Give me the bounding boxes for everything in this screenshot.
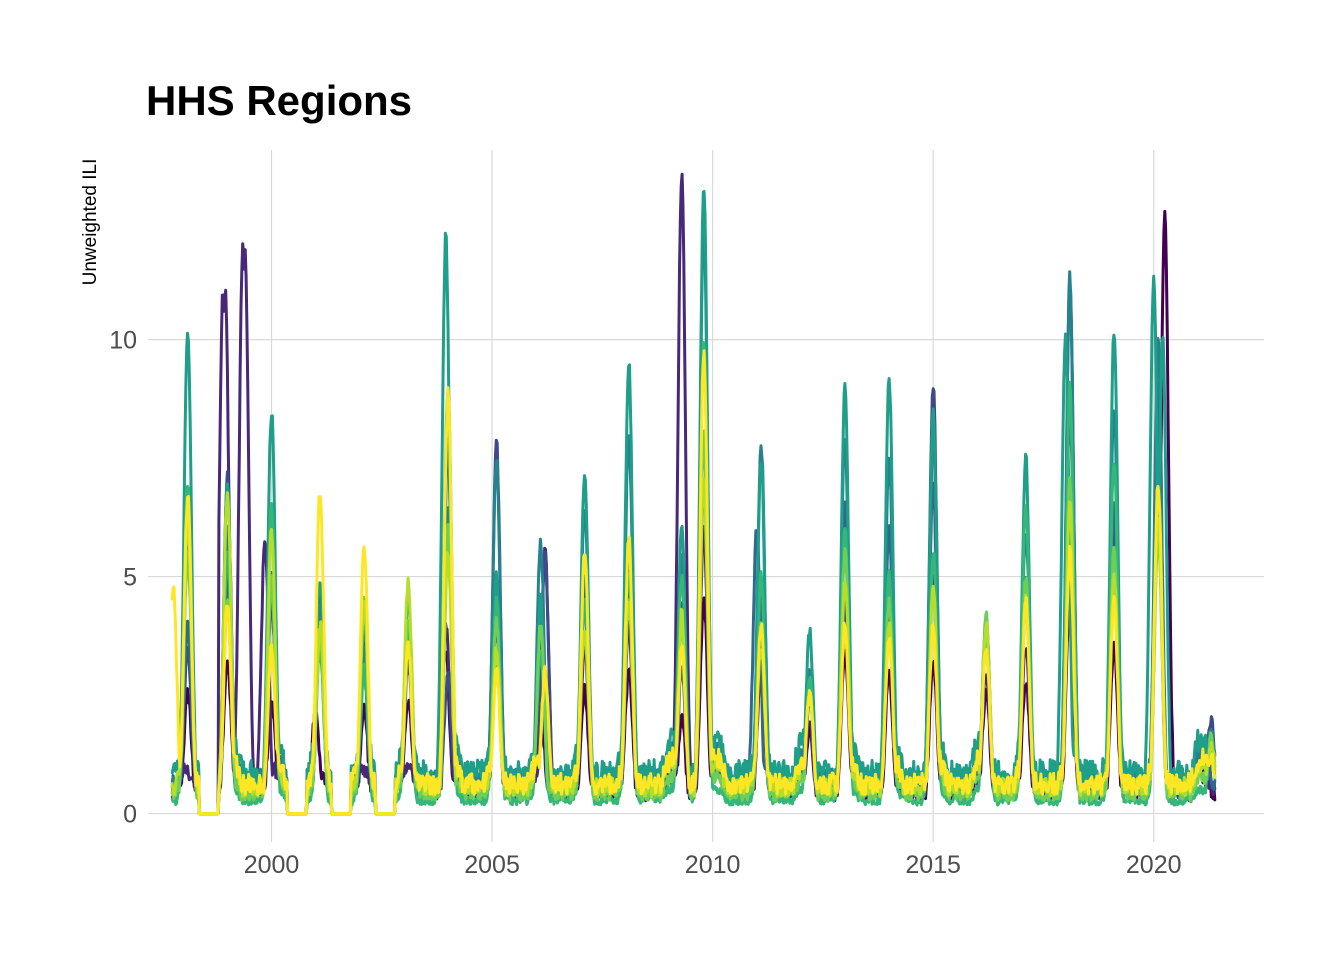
x-tick-label: 2015 [905, 851, 961, 879]
series-lines [170, 172, 1217, 816]
chart-title: HHS Regions [146, 77, 412, 124]
x-tick-label: 2010 [685, 851, 741, 879]
x-tick-label: 2005 [464, 851, 520, 879]
axis-ticks: 2000 2005 2010 2015 2020 0 5 10 [109, 327, 1181, 879]
series-line-6 [170, 190, 1217, 816]
series-line-10 [170, 349, 1217, 816]
y-tick-label: 0 [123, 801, 137, 829]
y-axis-label: Unweighted ILI [80, 159, 101, 286]
y-tick-label: 5 [123, 564, 137, 592]
x-tick-label: 2020 [1126, 851, 1182, 879]
x-tick-label: 2000 [244, 851, 300, 879]
y-tick-label: 10 [109, 327, 137, 355]
